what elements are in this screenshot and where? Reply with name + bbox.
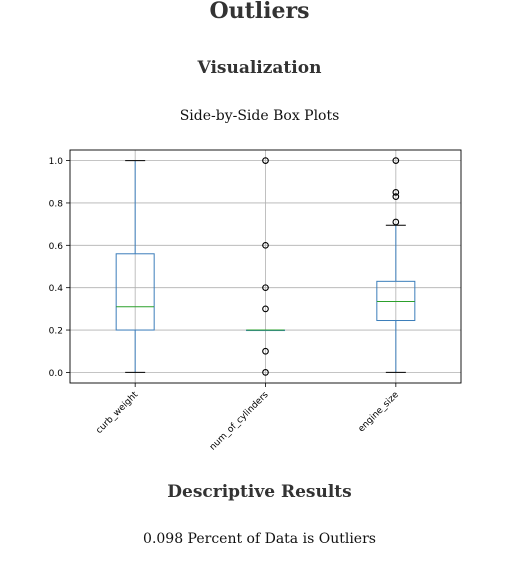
outlier-point <box>392 193 400 200</box>
box-plot-chart: 0.0 0.2 0.4 0.6 0.8 1.0 curb_weight num_of_cyli… <box>49 149 462 453</box>
y-tick-label: 0.8 <box>49 199 64 209</box>
y-tick-label: 1.0 <box>49 157 64 167</box>
outlier-point <box>392 218 400 226</box>
chart-caption: Side-by-Side Box Plots <box>179 108 340 124</box>
box-curb-weight <box>115 160 155 373</box>
visualization-heading: Visualization <box>197 58 322 78</box>
outlier-point <box>262 241 269 249</box>
x-tick-label-engine-size: engine_size <box>357 390 402 435</box>
outlier-point <box>262 305 269 313</box>
results-heading: Descriptive Results <box>167 482 352 502</box>
outlier-point <box>392 189 400 196</box>
iqr-box <box>115 253 155 331</box>
x-tick-label-curb-weight: curb_weight <box>94 390 140 436</box>
y-tick-label: 0.2 <box>49 327 63 337</box>
iqr-box <box>376 280 416 322</box>
y-tick-label: 0.6 <box>49 242 64 252</box>
outlier-point <box>392 157 400 164</box>
plot-frame <box>69 149 462 384</box>
y-tick-label: 0.4 <box>49 284 64 294</box>
box-engine-size <box>376 157 416 373</box>
outlier-point <box>262 369 269 376</box>
box-layer <box>115 157 416 376</box>
y-tick-label: 0.0 <box>49 369 64 379</box>
outlier-point <box>262 347 269 355</box>
outlier-percent-text: 0.098 Percent of Data is Outliers <box>143 531 376 547</box>
page-title: Outliers <box>209 0 310 24</box>
outlier-point <box>262 284 269 292</box>
box-num-of-cylinders <box>246 157 285 376</box>
outlier-point <box>262 157 269 164</box>
x-tick-label-num-of-cylinders: num_of_cylinders <box>208 390 271 453</box>
